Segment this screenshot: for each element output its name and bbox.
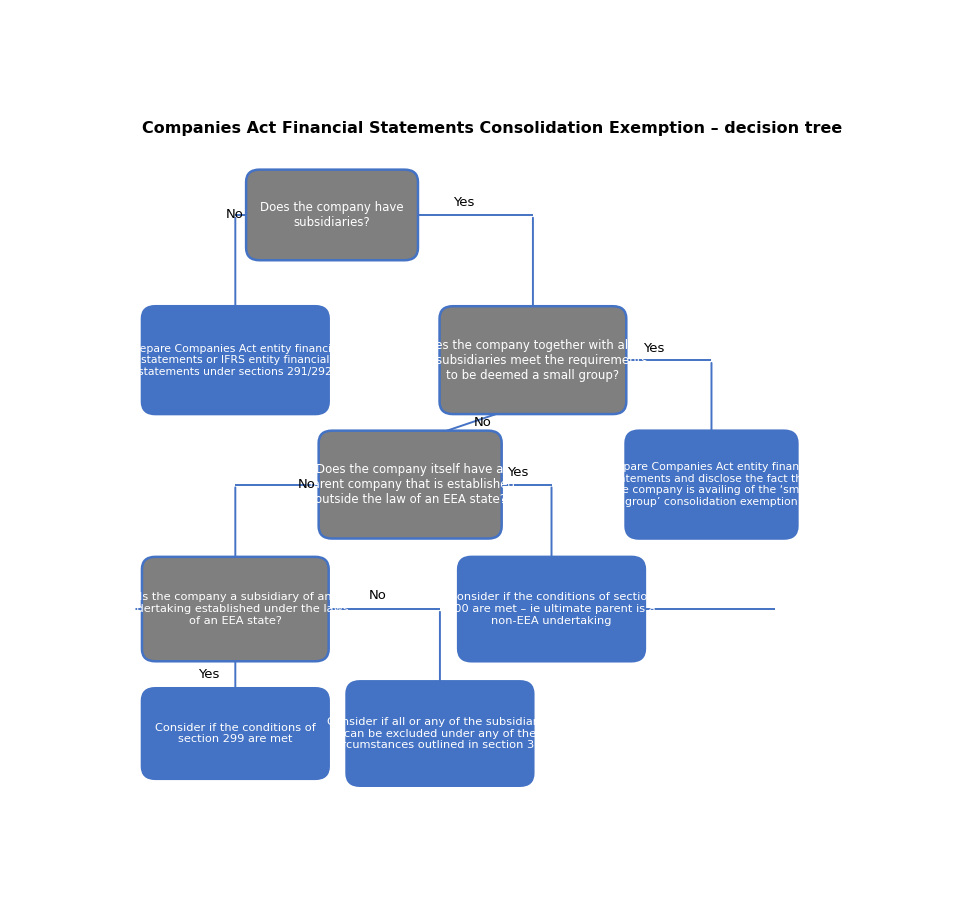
Text: Does the company together with all of
its subsidiaries meet the requirements
to : Does the company together with all of it… — [419, 339, 648, 382]
FancyBboxPatch shape — [458, 557, 645, 661]
Text: Yes: Yes — [643, 341, 664, 355]
Text: Prepare Companies Act entity financial
statements or IFRS entity financial
state: Prepare Companies Act entity financial s… — [130, 344, 341, 377]
Text: Yes: Yes — [453, 197, 475, 209]
Text: Consider if the conditions of section
300 are met – ie ultimate parent is a
non-: Consider if the conditions of section 30… — [447, 593, 656, 626]
Text: Yes: Yes — [507, 466, 529, 479]
Text: Consider if the conditions of
section 299 are met: Consider if the conditions of section 29… — [155, 723, 316, 744]
Text: No: No — [298, 478, 316, 491]
FancyBboxPatch shape — [142, 688, 328, 779]
FancyBboxPatch shape — [319, 431, 502, 539]
Text: Yes: Yes — [198, 668, 219, 682]
Text: Does the company have
subsidiaries?: Does the company have subsidiaries? — [260, 201, 404, 229]
Text: Prepare Companies Act entity financial
statements and disclose the fact that
the: Prepare Companies Act entity financial s… — [606, 462, 817, 507]
FancyBboxPatch shape — [626, 431, 798, 539]
FancyBboxPatch shape — [347, 682, 534, 786]
Text: Consider if all or any of the subsidiaries
can be excluded under any of the
circ: Consider if all or any of the subsidiari… — [326, 717, 553, 750]
FancyBboxPatch shape — [142, 557, 328, 661]
Text: Does the company itself have a
parent company that is established
outside the la: Does the company itself have a parent co… — [305, 463, 516, 506]
Text: Is the company a subsidiary of an
undertaking established under the laws
of an E: Is the company a subsidiary of an undert… — [122, 593, 348, 626]
FancyBboxPatch shape — [142, 306, 328, 414]
FancyBboxPatch shape — [440, 306, 626, 414]
Text: No: No — [226, 208, 243, 222]
Text: Companies Act Financial Statements Consolidation Exemption – decision tree: Companies Act Financial Statements Conso… — [142, 121, 842, 136]
Text: No: No — [369, 589, 387, 603]
FancyBboxPatch shape — [246, 170, 418, 260]
Text: No: No — [474, 416, 492, 429]
